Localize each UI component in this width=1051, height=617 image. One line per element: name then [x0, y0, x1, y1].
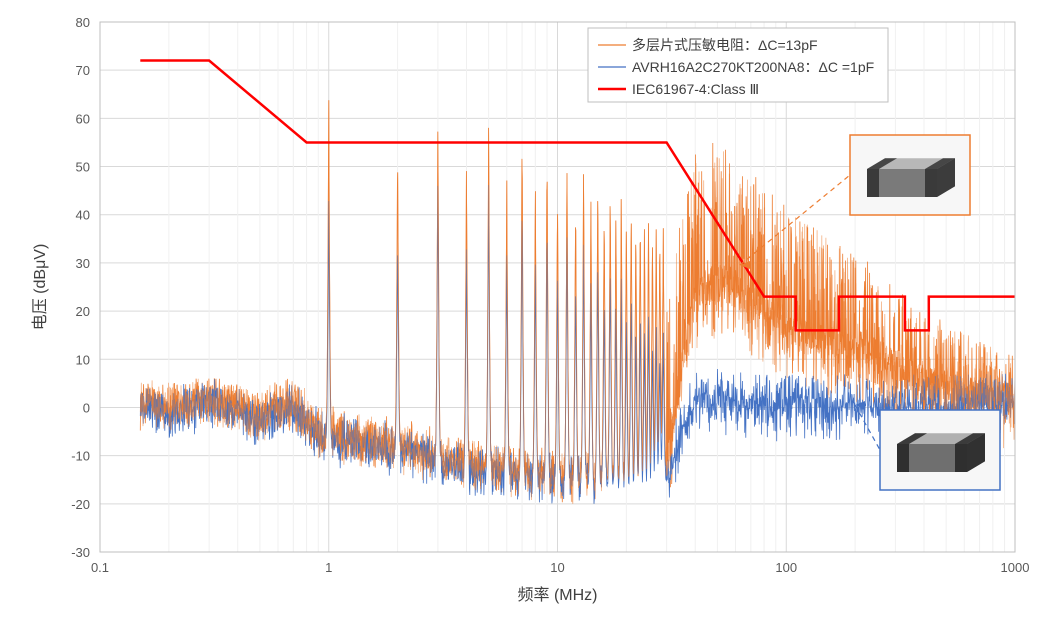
legend-item-label: IEC61967-4:Class Ⅲ — [632, 81, 759, 97]
svg-text:40: 40 — [76, 208, 90, 223]
y-axis-label: 电压 (dBμV) — [31, 244, 49, 331]
legend-item-label: 多层片式压敏电阻：ΔC=13pF — [632, 37, 818, 53]
svg-text:30: 30 — [76, 256, 90, 271]
chart-svg: -30 -20 -10 0 10 20 30 40 50 60 70 80 0.1 1 10 100 1000 电… — [0, 0, 1051, 617]
svg-text:100: 100 — [775, 560, 797, 575]
svg-text:1: 1 — [325, 560, 332, 575]
svg-text:20: 20 — [76, 304, 90, 319]
svg-text:1000: 1000 — [1001, 560, 1030, 575]
legend: 多层片式压敏电阻：ΔC=13pF AVRH16A2C270KT200NA8：ΔC … — [588, 28, 888, 102]
inset-orange-pointer — [740, 175, 850, 265]
svg-text:70: 70 — [76, 63, 90, 78]
inset-blue — [855, 401, 1000, 490]
svg-text:60: 60 — [76, 111, 90, 126]
svg-text:10: 10 — [76, 352, 90, 367]
legend-item-label: AVRH16A2C270KT200NA8：ΔC =1pF — [632, 59, 874, 75]
svg-text:0: 0 — [83, 400, 90, 415]
svg-text:10: 10 — [550, 560, 564, 575]
svg-text:-20: -20 — [71, 497, 90, 512]
chart-stage: -30 -20 -10 0 10 20 30 40 50 60 70 80 0.1 1 10 100 1000 电… — [0, 0, 1051, 617]
svg-text:50: 50 — [76, 160, 90, 175]
svg-text:-10: -10 — [71, 449, 90, 464]
svg-text:-30: -30 — [71, 545, 90, 560]
x-axis-label: 频率 (MHz) — [518, 586, 598, 604]
svg-text:0.1: 0.1 — [91, 560, 109, 575]
svg-text:80: 80 — [76, 15, 90, 30]
